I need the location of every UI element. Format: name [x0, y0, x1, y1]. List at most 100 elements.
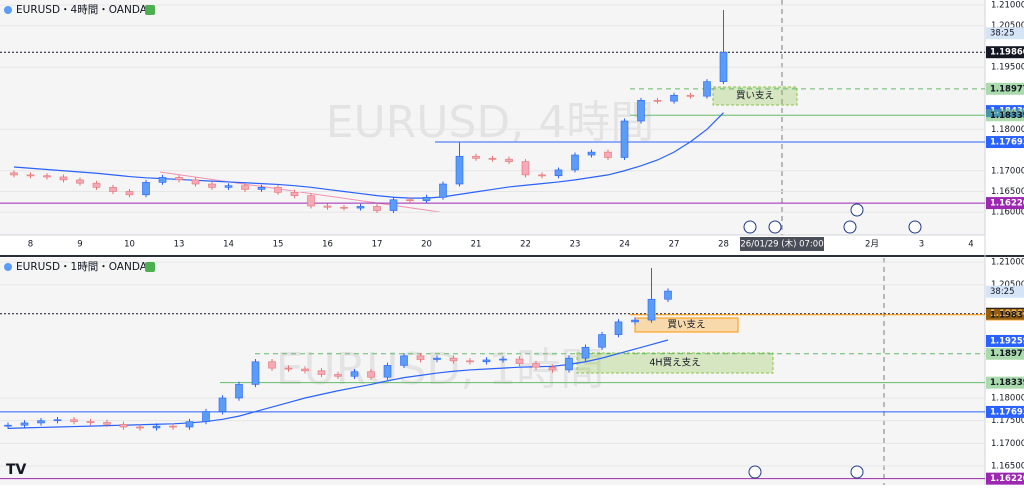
x-tick-label: 2月	[865, 240, 879, 250]
price-tag	[986, 82, 1024, 95]
y-tick-label: 1.17500	[991, 416, 1024, 426]
candle-body	[158, 177, 167, 183]
plot: EURUSD, 4時間 買い支え	[0, 4, 985, 214]
candle-body	[92, 182, 101, 188]
candle-body	[449, 357, 458, 362]
candle-body	[142, 182, 150, 196]
y-tick-label: 1.21000	[991, 0, 1024, 10]
price-tag	[986, 405, 1024, 418]
candle-body	[152, 425, 161, 429]
candle-body	[257, 187, 266, 190]
x-tick-label: 22	[520, 240, 531, 250]
price-tag	[986, 308, 1024, 321]
watermark: EURUSD, 4時間	[326, 97, 655, 148]
crosshair-tag	[740, 237, 824, 251]
y-tick-label: 1.16500	[991, 187, 1024, 197]
candle-body	[703, 81, 711, 97]
y-tick-label: 1.16000	[991, 208, 1024, 218]
candle-body	[686, 95, 695, 97]
candle-body	[103, 422, 111, 425]
candle-body	[472, 155, 480, 159]
y-tick-label: 1.20500	[991, 280, 1024, 290]
candle-body	[109, 187, 117, 192]
price-tag-label: 1.19259	[990, 336, 1024, 346]
candle-body	[307, 195, 315, 207]
x-tick-label: 15	[273, 240, 284, 250]
price-tag-label: 1.18339	[990, 111, 1024, 121]
candle-body	[301, 368, 309, 372]
candle-body	[554, 169, 563, 177]
x-tick-label: 23	[570, 240, 581, 250]
candle-body	[119, 423, 128, 428]
y-tick-label: 1.18000	[991, 394, 1024, 404]
symbol-icon	[4, 263, 12, 271]
price-tag	[986, 334, 1024, 347]
candle-body	[664, 290, 672, 300]
crosshair-label: 26/01/29 (木) 07:00	[740, 239, 823, 250]
x-tick-label: 20	[421, 240, 432, 250]
x-tick-label: 13	[174, 240, 185, 250]
candle-body	[604, 151, 612, 158]
candle-body	[416, 355, 425, 360]
x-tick-label: 27	[669, 240, 680, 250]
price-tag	[986, 197, 1024, 210]
x-tick-label: 3	[919, 240, 924, 250]
candle-body	[125, 191, 134, 196]
x-tick-label: 17	[372, 240, 383, 250]
candle-body	[185, 421, 194, 428]
candle-body	[43, 175, 51, 178]
candle-body	[37, 420, 45, 424]
candle-body	[521, 161, 530, 176]
candle-body	[482, 359, 491, 363]
price-tag-label: 1.18977	[990, 84, 1024, 94]
candle-body	[356, 206, 365, 209]
candle-body	[235, 384, 243, 399]
price-tag	[986, 472, 1024, 485]
candle-body	[241, 185, 249, 190]
candle-body	[499, 358, 507, 361]
y-tick-label: 1.21000	[991, 258, 1024, 268]
event-icons	[743, 203, 922, 479]
candle-body	[224, 185, 233, 188]
x-tick-label: 16	[322, 240, 333, 250]
candle-body	[719, 51, 728, 82]
candle-body	[631, 319, 639, 323]
candle-body	[53, 419, 62, 422]
candle-body	[367, 371, 375, 378]
candle-body	[373, 206, 381, 211]
candle-body	[581, 346, 590, 359]
price-tag-label: 1.17693	[990, 138, 1024, 148]
candle-body	[548, 366, 557, 371]
price-tag	[986, 46, 1024, 59]
annotation-box	[634, 317, 739, 333]
plot-bg	[0, 0, 985, 235]
x-tick-label: 8	[28, 240, 33, 250]
candle-body	[538, 174, 546, 177]
x-tick-label: 9	[77, 240, 82, 250]
price-tag	[986, 136, 1024, 149]
candle-body	[20, 422, 29, 426]
candle-body	[571, 154, 579, 171]
chart-title: EURUSD・1時間・OANDA	[16, 261, 148, 273]
candle-body	[169, 425, 177, 428]
candle-body	[10, 172, 18, 176]
flag-icon	[145, 262, 155, 272]
candle-body	[323, 205, 332, 208]
candle-body	[515, 358, 524, 364]
countdown-tag	[986, 285, 1024, 298]
price-tag-label: 1.16220	[990, 199, 1024, 209]
countdown-tag	[986, 27, 1024, 40]
candle-body	[466, 360, 474, 363]
price-tag-label: 1.19837	[990, 310, 1024, 320]
countdown: 38:25	[990, 29, 1015, 39]
candle-body	[191, 179, 200, 185]
candle-body	[614, 321, 623, 335]
symbol-icon	[4, 6, 12, 14]
y-tick-label: 1.19500	[991, 63, 1024, 73]
candle-body	[433, 357, 441, 360]
y-tick-label: 1.16500	[991, 461, 1024, 471]
moving-average	[13, 112, 724, 199]
candle-body	[59, 176, 68, 181]
